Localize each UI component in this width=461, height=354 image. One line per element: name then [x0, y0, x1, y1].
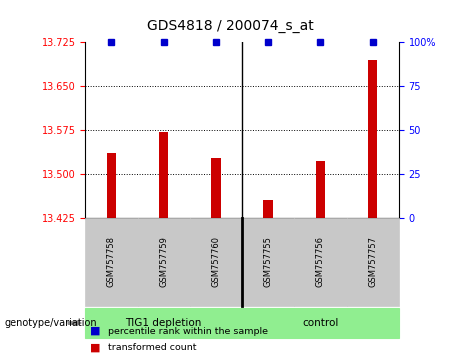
Text: ■: ■ — [90, 342, 100, 352]
Text: ■: ■ — [90, 326, 100, 336]
Text: GSM757758: GSM757758 — [107, 236, 116, 287]
Text: GSM757760: GSM757760 — [212, 236, 220, 287]
Bar — [263, 200, 273, 218]
Text: GSM757759: GSM757759 — [159, 236, 168, 287]
Text: TIG1 depletion: TIG1 depletion — [125, 318, 202, 328]
Text: genotype/variation: genotype/variation — [5, 318, 97, 328]
Text: GSM757757: GSM757757 — [368, 236, 377, 287]
Text: GSM757756: GSM757756 — [316, 236, 325, 287]
Text: percentile rank within the sample: percentile rank within the sample — [108, 327, 268, 336]
Text: control: control — [302, 318, 338, 328]
Bar — [159, 132, 168, 218]
Bar — [211, 158, 221, 218]
Bar — [316, 161, 325, 218]
Text: transformed count: transformed count — [108, 343, 197, 352]
Bar — [106, 153, 116, 218]
Text: GDS4818 / 200074_s_at: GDS4818 / 200074_s_at — [147, 19, 314, 34]
Bar — [368, 60, 378, 218]
Text: GSM757755: GSM757755 — [264, 236, 272, 287]
